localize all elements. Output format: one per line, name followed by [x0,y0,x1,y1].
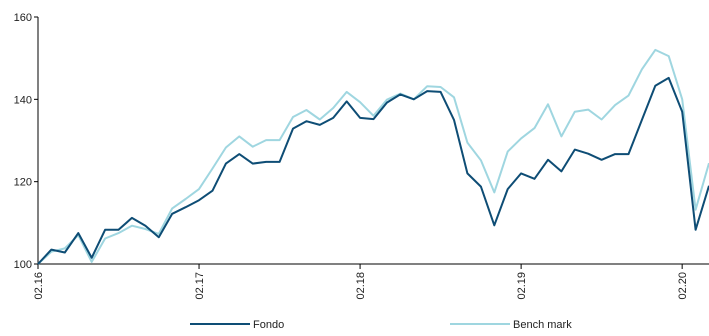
legend-label-bench-mark: Bench mark [513,319,572,331]
y-tick-label: 100 [14,259,32,271]
y-tick-label: 160 [14,12,32,24]
series-lines [37,48,709,265]
legend-label-fondo: Fondo [253,319,284,331]
x-tick-label: 02.20 [677,272,689,300]
y-axis: 100 120 140 160 [14,12,39,271]
y-tick-label: 120 [14,177,32,189]
x-tick-label: 02.16 [33,272,45,300]
x-tick-label: 02.19 [516,272,528,300]
y-tick-label: 140 [14,94,32,106]
x-axis: 02.16 02.17 02.18 02.19 02.20 [33,263,709,300]
series-line-fondo [37,76,709,265]
legend: Fondo Bench mark [190,319,572,331]
x-tick-label: 02.18 [355,272,367,300]
x-tick-label: 02.17 [194,272,206,300]
